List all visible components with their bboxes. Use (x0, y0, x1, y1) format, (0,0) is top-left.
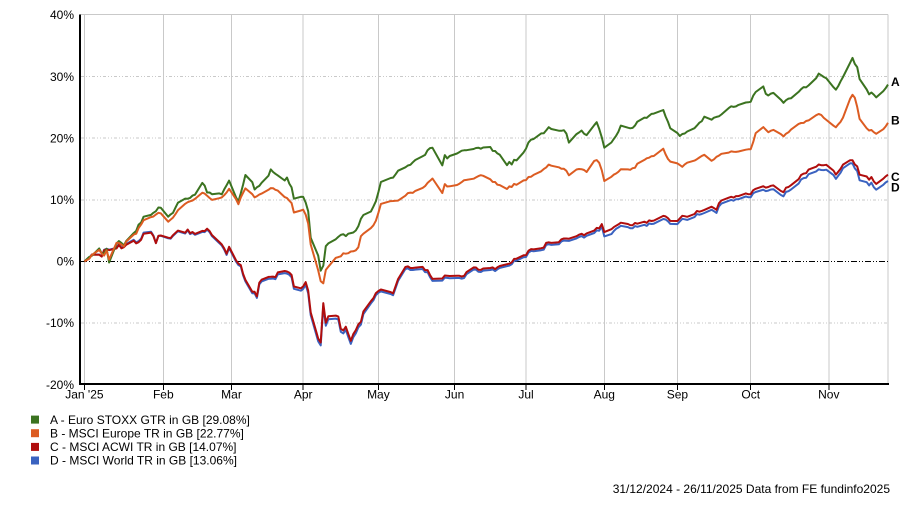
svg-text:A: A (891, 75, 900, 89)
svg-text:B - MSCI Europe TR in GB [22.7: B - MSCI Europe TR in GB [22.77%] (50, 426, 244, 440)
svg-text:Aug: Aug (594, 388, 615, 402)
svg-text:Jun: Jun (445, 388, 464, 402)
svg-text:C - MSCI ACWI TR in GB [14.07%: C - MSCI ACWI TR in GB [14.07%] (50, 440, 237, 454)
svg-text:Jul: Jul (518, 388, 533, 402)
svg-text:0%: 0% (57, 255, 75, 269)
svg-text:Oct: Oct (741, 388, 760, 402)
svg-text:C: C (891, 170, 900, 184)
svg-text:-20%: -20% (46, 378, 74, 392)
svg-text:31/12/2024 - 26/11/2025 Data f: 31/12/2024 - 26/11/2025 Data from FE fun… (613, 482, 891, 496)
svg-text:20%: 20% (50, 131, 74, 145)
svg-text:Jan '25: Jan '25 (65, 388, 104, 402)
svg-text:30%: 30% (50, 70, 74, 84)
svg-text:Apr: Apr (294, 388, 313, 402)
svg-text:-10%: -10% (46, 316, 74, 330)
svg-text:Nov: Nov (818, 388, 839, 402)
svg-text:D: D (891, 181, 900, 195)
svg-text:Mar: Mar (221, 388, 242, 402)
svg-text:10%: 10% (50, 193, 74, 207)
svg-text:Sep: Sep (667, 388, 689, 402)
svg-text:A - Euro STOXX GTR in GB [29.0: A - Euro STOXX GTR in GB [29.08%] (50, 413, 250, 427)
svg-text:40%: 40% (50, 8, 74, 22)
svg-text:May: May (367, 388, 390, 402)
svg-text:D - MSCI World TR in GB [13.06: D - MSCI World TR in GB [13.06%] (50, 454, 237, 468)
svg-text:B: B (891, 114, 900, 128)
svg-text:Feb: Feb (153, 388, 174, 402)
